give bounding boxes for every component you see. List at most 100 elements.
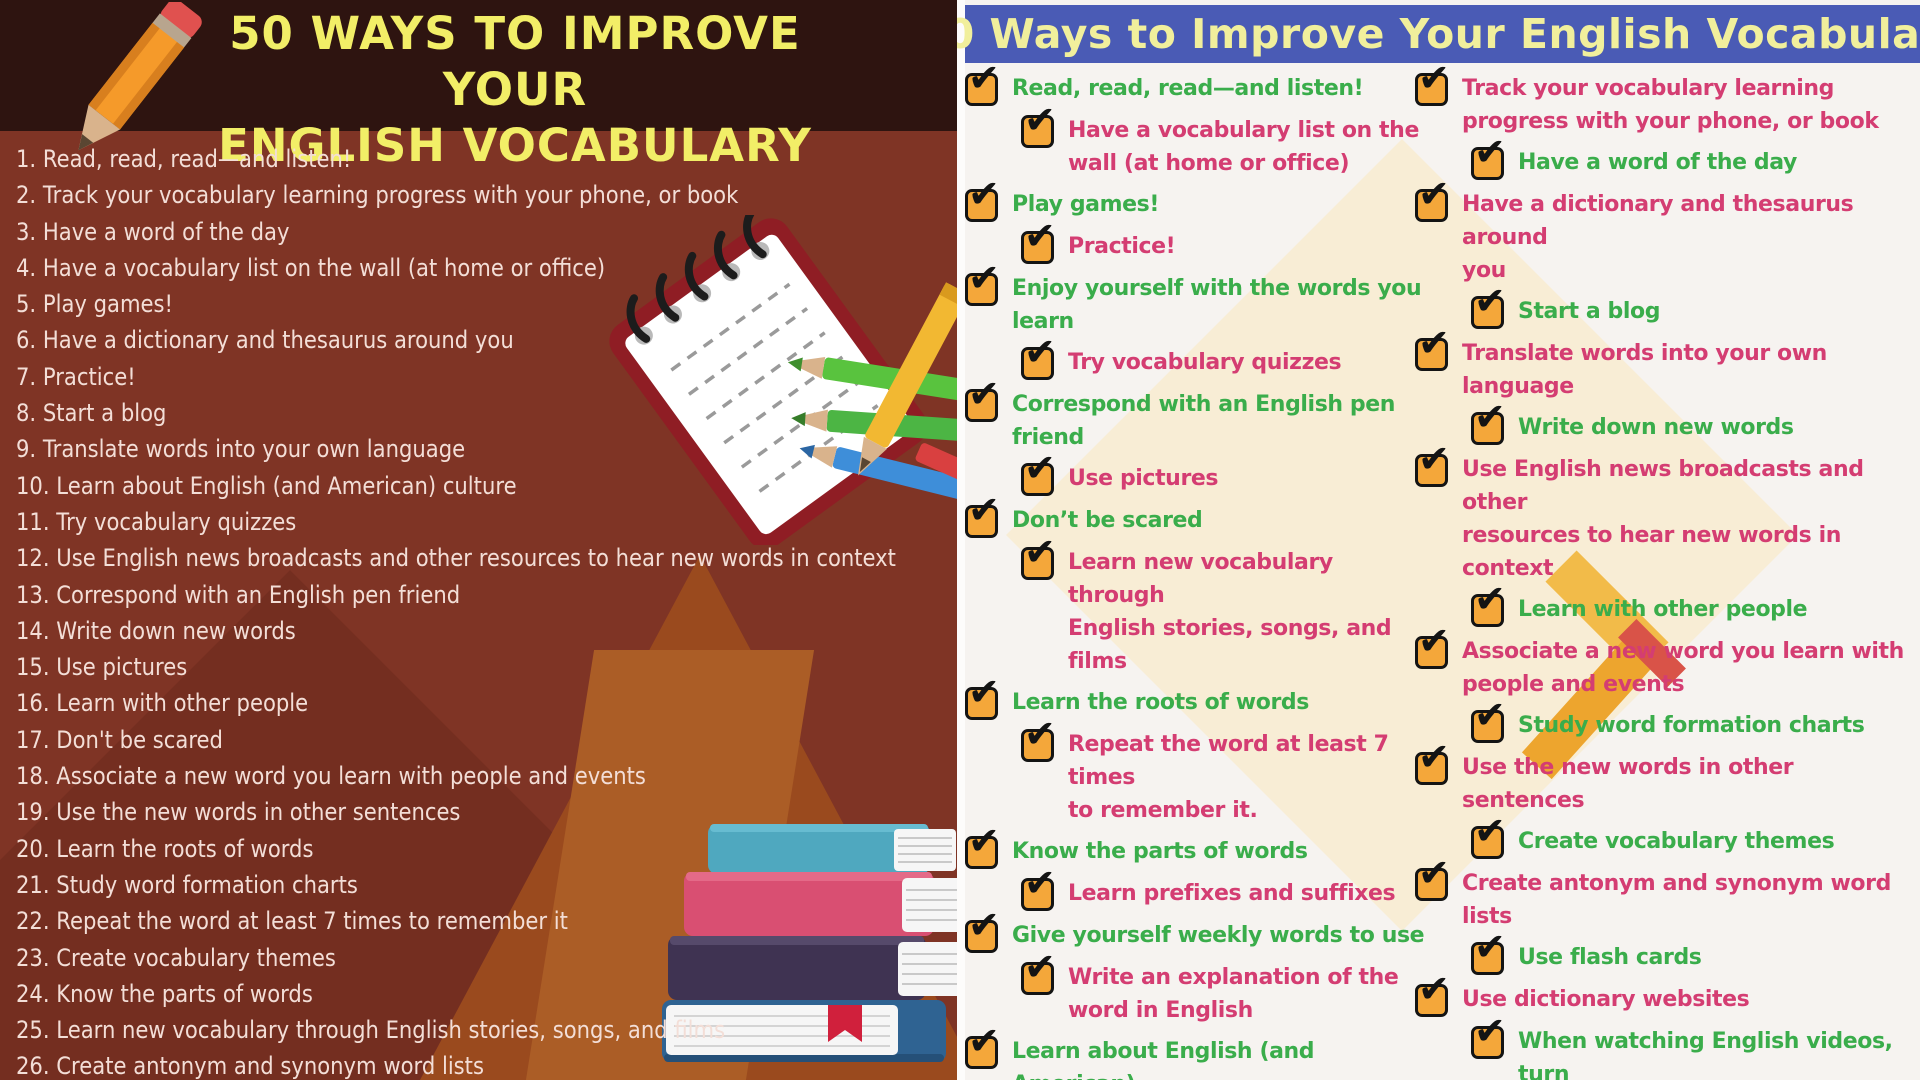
list-item: 2. Track your vocabulary learning progre… xyxy=(16,181,739,210)
list-item: 1. Read, read, read—and listen! xyxy=(16,145,352,173)
list-item: 21. Study word formation charts xyxy=(16,870,358,899)
checklist-item: Translate words into your own language xyxy=(1415,324,1920,403)
list-item: 25. Learn new vocabulary through English… xyxy=(16,1016,726,1045)
checklist-item: Use the new words in other sentences xyxy=(1415,738,1920,817)
checkbox-icon xyxy=(1415,440,1450,487)
checklist-item-label: Repeat the word at least 7 times to reme… xyxy=(1068,732,1389,823)
checklist-item: Have a dictionary and thesaurus around y… xyxy=(1415,175,1920,287)
checklist-item: Read, read, read—and listen! xyxy=(965,59,1435,106)
checklist-item-label: Start a blog xyxy=(1518,299,1661,324)
list-item: 5. Play games! xyxy=(16,290,174,319)
checklist-item-label: Associate a new word you learn with peop… xyxy=(1462,639,1904,697)
checklist-item: Correspond with an English pen friend xyxy=(965,375,1435,454)
list-item: 20. Learn the roots of words xyxy=(16,834,314,863)
checklist-item-label: Learn prefixes and suffixes xyxy=(1068,881,1396,906)
checklist-item: Learn new vocabulary through English sto… xyxy=(1021,533,1435,678)
list-item: 9. Translate words into your own languag… xyxy=(16,435,466,464)
checkbox-icon xyxy=(1021,217,1056,264)
checklist-item-label: Use pictures xyxy=(1068,466,1219,491)
list-item: 12. Use English news broadcasts and othe… xyxy=(16,544,896,573)
list-item: 17. Don't be scared xyxy=(16,725,223,754)
checkbox-icon xyxy=(965,175,1000,222)
checklist-item: Study word formation charts xyxy=(1471,696,1920,743)
list-item: 26. Create antonym and synonym word list… xyxy=(16,1052,484,1080)
list-item: 10. Learn about English (and American) c… xyxy=(16,471,517,500)
checkbox-icon xyxy=(1471,580,1506,627)
checklist-item: Associate a new word you learn with peop… xyxy=(1415,622,1920,701)
checklist-column-1: Read, read, read—and listen! Have a vocab… xyxy=(965,59,1435,1080)
checkbox-icon xyxy=(1021,533,1056,580)
checklist-item: Play games! xyxy=(965,175,1435,222)
checkbox-icon xyxy=(1415,622,1450,669)
checklist-item: Create antonym and synonym word lists xyxy=(1415,854,1920,933)
checklist-item: Learn the roots of words xyxy=(965,673,1435,720)
list-item: 7. Practice! xyxy=(16,362,136,391)
checkbox-icon xyxy=(1021,449,1056,496)
list-item: 14. Write down new words xyxy=(16,616,296,645)
checklist-item: Learn prefixes and suffixes xyxy=(1021,864,1435,911)
list-item: 18. Associate a new word you learn with … xyxy=(16,762,646,791)
checklist-item-label: Create vocabulary themes xyxy=(1518,829,1835,854)
list-item: 15. Use pictures xyxy=(16,653,188,682)
checkbox-icon xyxy=(1471,1012,1506,1059)
checkbox-icon xyxy=(1471,133,1506,180)
checklist-item: Try vocabulary quizzes xyxy=(1021,333,1435,380)
checkbox-icon xyxy=(1471,812,1506,859)
checklist-item: Know the parts of words xyxy=(965,822,1435,869)
checklist-item-label: Read, read, read—and listen! xyxy=(1012,76,1364,101)
checklist-item-label: Have a word of the day xyxy=(1518,150,1797,175)
checkbox-icon xyxy=(1415,324,1450,371)
checklist-item: Use pictures xyxy=(1021,449,1435,496)
list-item: 23. Create vocabulary themes xyxy=(16,943,336,972)
checklist-item: Repeat the word at least 7 times to reme… xyxy=(1021,715,1435,827)
checklist-item: Write down new words xyxy=(1471,398,1920,445)
checklist-item-label: Use flash cards xyxy=(1518,945,1702,970)
checklist-column-2: Track your vocabulary learning progress … xyxy=(1415,59,1920,1080)
checklist-item: Use English news broadcasts and other re… xyxy=(1415,440,1920,585)
right-header-title: 50 Ways to Improve Your English Vocabula… xyxy=(957,10,1920,58)
checklist-item-label: Play games! xyxy=(1012,192,1160,217)
checklist-item-label: Try vocabulary quizzes xyxy=(1068,350,1342,375)
checklist-item: When watching English videos, turn on su… xyxy=(1471,1012,1920,1080)
checkbox-icon xyxy=(1021,948,1056,995)
left-title-line1: 50 WAYS TO IMPROVE YOUR xyxy=(229,7,801,116)
checklist-item: Learn about English (and American) cultu… xyxy=(965,1022,1435,1080)
checkbox-icon xyxy=(1471,282,1506,329)
checklist-item-label: Write an explanation of the word in Engl… xyxy=(1068,965,1399,1023)
list-item: 8. Start a blog xyxy=(16,399,167,428)
checklist-item: Have a word of the day xyxy=(1471,133,1920,180)
checklist-item-label: Create antonym and synonym word lists xyxy=(1462,871,1891,929)
checklist-item-label: Track your vocabulary learning progress … xyxy=(1462,76,1879,134)
checklist-item: Track your vocabulary learning progress … xyxy=(1415,59,1920,138)
numbered-list: 1. Read, read, read—and listen! 2. Track … xyxy=(16,141,949,1080)
checkbox-icon xyxy=(965,375,1000,422)
list-item: 6. Have a dictionary and thesaurus aroun… xyxy=(16,326,514,355)
checkbox-icon xyxy=(1021,715,1056,762)
books-icon xyxy=(662,824,957,1062)
checkbox-icon xyxy=(1021,333,1056,380)
checklist-item-label: Study word formation charts xyxy=(1518,713,1865,738)
checklist-item-label: When watching English videos, turn on su… xyxy=(1518,1029,1893,1080)
checklist-item: Use flash cards xyxy=(1471,928,1920,975)
checkbox-icon xyxy=(1471,928,1506,975)
checklist-item: Create vocabulary themes xyxy=(1471,812,1920,859)
notepad-icon xyxy=(609,215,957,545)
panel-divider xyxy=(957,0,965,1080)
list-item: 24. Know the parts of words xyxy=(16,979,313,1008)
checkbox-icon xyxy=(1415,854,1450,901)
checklist-item: Don’t be scared xyxy=(965,491,1435,538)
left-title: 50 WAYS TO IMPROVE YOUR ENGLISH VOCABULA… xyxy=(150,6,880,174)
checklist-item-label: Have a vocabulary list on the wall (at h… xyxy=(1068,118,1419,176)
checklist-item: Have a vocabulary list on the wall (at h… xyxy=(1021,101,1435,180)
right-checklist-panel: 50 Ways to Improve Your English Vocabula… xyxy=(957,0,1920,1080)
right-header-bar: 50 Ways to Improve Your English Vocabula… xyxy=(957,5,1920,63)
checklist-item: Enjoy yourself with the words you learn xyxy=(965,259,1435,338)
checklist-item-label: Write down new words xyxy=(1518,415,1794,440)
checklist-item-label: Use dictionary websites xyxy=(1462,987,1750,1012)
checklist-item: Practice! xyxy=(1021,217,1435,264)
list-item: 19. Use the new words in other sentences xyxy=(16,798,461,827)
left-title-band: 50 WAYS TO IMPROVE YOUR ENGLISH VOCABULA… xyxy=(0,0,957,172)
checkbox-icon xyxy=(1415,738,1450,785)
list-item: 16. Learn with other people xyxy=(16,689,309,718)
list-item: 4. Have a vocabulary list on the wall (a… xyxy=(16,253,606,282)
